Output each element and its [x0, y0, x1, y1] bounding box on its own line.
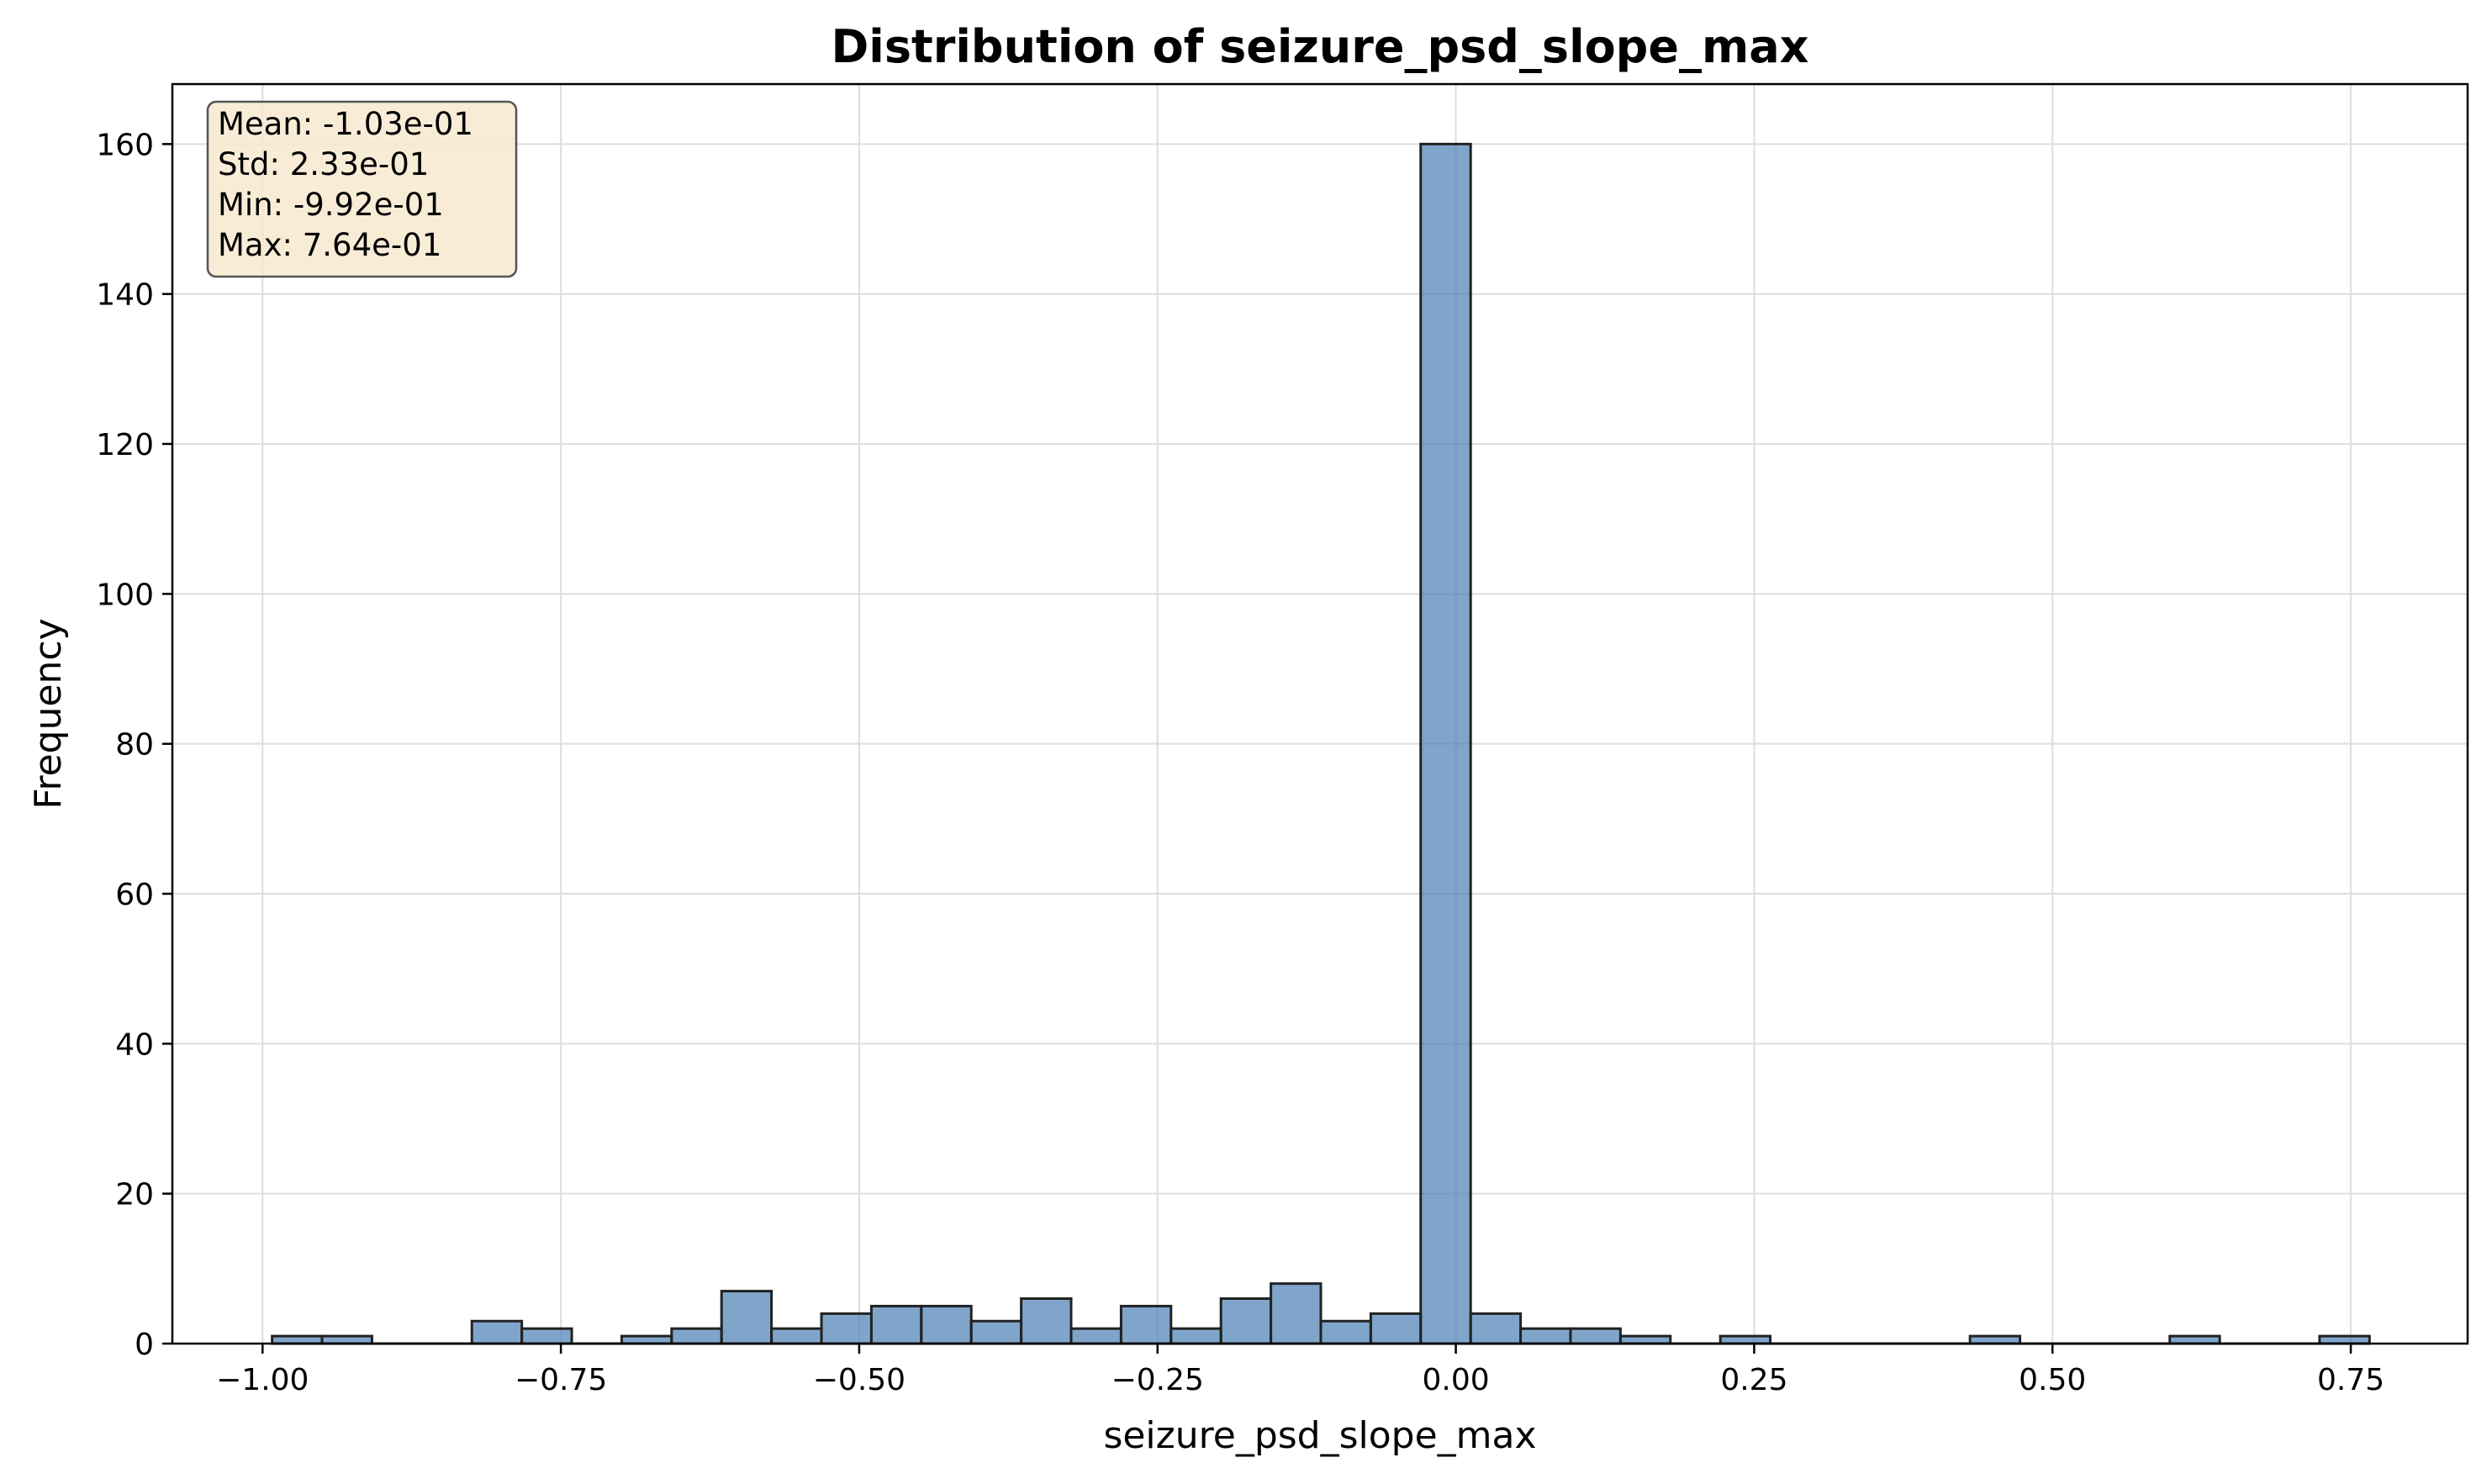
- x-tick-label: −0.75: [515, 1363, 607, 1397]
- y-tick-label: 140: [96, 278, 154, 313]
- histogram-bar: [1369, 1312, 1423, 1345]
- histogram-bar: [869, 1304, 923, 1345]
- stats-std: Std: 2.33e-01: [218, 146, 429, 182]
- x-tick-label: 0.00: [1423, 1363, 1490, 1397]
- histogram-bar: [1119, 1304, 1173, 1345]
- y-tick-label: 80: [115, 728, 154, 763]
- y-tick-label: 160: [96, 128, 154, 162]
- histogram-bar: [520, 1327, 573, 1345]
- y-tick-label: 0: [135, 1328, 154, 1362]
- y-tick-label: 100: [96, 578, 154, 612]
- histogram-bar: [1169, 1327, 1222, 1345]
- x-tick-label: −0.50: [813, 1363, 905, 1397]
- x-axis-label: seizure_psd_slope_max: [1103, 1414, 1536, 1457]
- histogram-bar: [1519, 1327, 1572, 1345]
- histogram-bar: [1469, 1312, 1523, 1345]
- histogram-bar: [920, 1304, 973, 1345]
- histogram-bar: [820, 1312, 873, 1345]
- x-tick-label: −1.00: [216, 1363, 309, 1397]
- histogram-bar: [1020, 1297, 1073, 1345]
- histogram-bar: [1069, 1327, 1122, 1345]
- histogram-bar: [1270, 1282, 1323, 1345]
- histogram-bar: [470, 1319, 524, 1345]
- y-tick-label: 40: [115, 1027, 154, 1062]
- grid: [172, 84, 2468, 1344]
- stats-box-background: [206, 100, 518, 278]
- x-tick-label: 0.50: [2019, 1363, 2086, 1397]
- x-tick-label: 0.75: [2317, 1363, 2384, 1397]
- histogram-bar: [1569, 1327, 1622, 1345]
- histogram-bar: [770, 1327, 823, 1345]
- plot-area-frame: [171, 82, 2469, 1345]
- stats-box: Mean: -1.03e-01 Std: 2.33e-01 Min: -9.92…: [206, 100, 518, 278]
- stats-mean: Mean: -1.03e-01: [218, 106, 473, 142]
- x-tick-label: 0.25: [1720, 1363, 1787, 1397]
- histogram-bar: [720, 1290, 773, 1345]
- histogram-bar: [969, 1319, 1023, 1345]
- histogram-bar: [670, 1327, 723, 1345]
- histogram-bar: [1219, 1297, 1273, 1345]
- x-tick-label: −0.25: [1111, 1363, 1204, 1397]
- y-tick-label: 20: [115, 1178, 154, 1212]
- histogram-bar: [1419, 142, 1472, 1345]
- axis-ticks: −1.00 −0.75 −0.50 −0.25 0.00 0.25 0.50 0.75 0 20 4…: [96, 128, 2384, 1397]
- y-tick-label: 60: [115, 878, 154, 912]
- chart-title: Distribution of seizure_psd_slope_max: [831, 20, 1808, 73]
- histogram-bar: [1319, 1319, 1372, 1345]
- stats-max: Max: 7.64e-01: [218, 227, 441, 263]
- y-axis-label: Frequency: [27, 618, 70, 809]
- y-tick-label: 120: [96, 428, 154, 462]
- stats-min: Min: -9.92e-01: [218, 187, 444, 223]
